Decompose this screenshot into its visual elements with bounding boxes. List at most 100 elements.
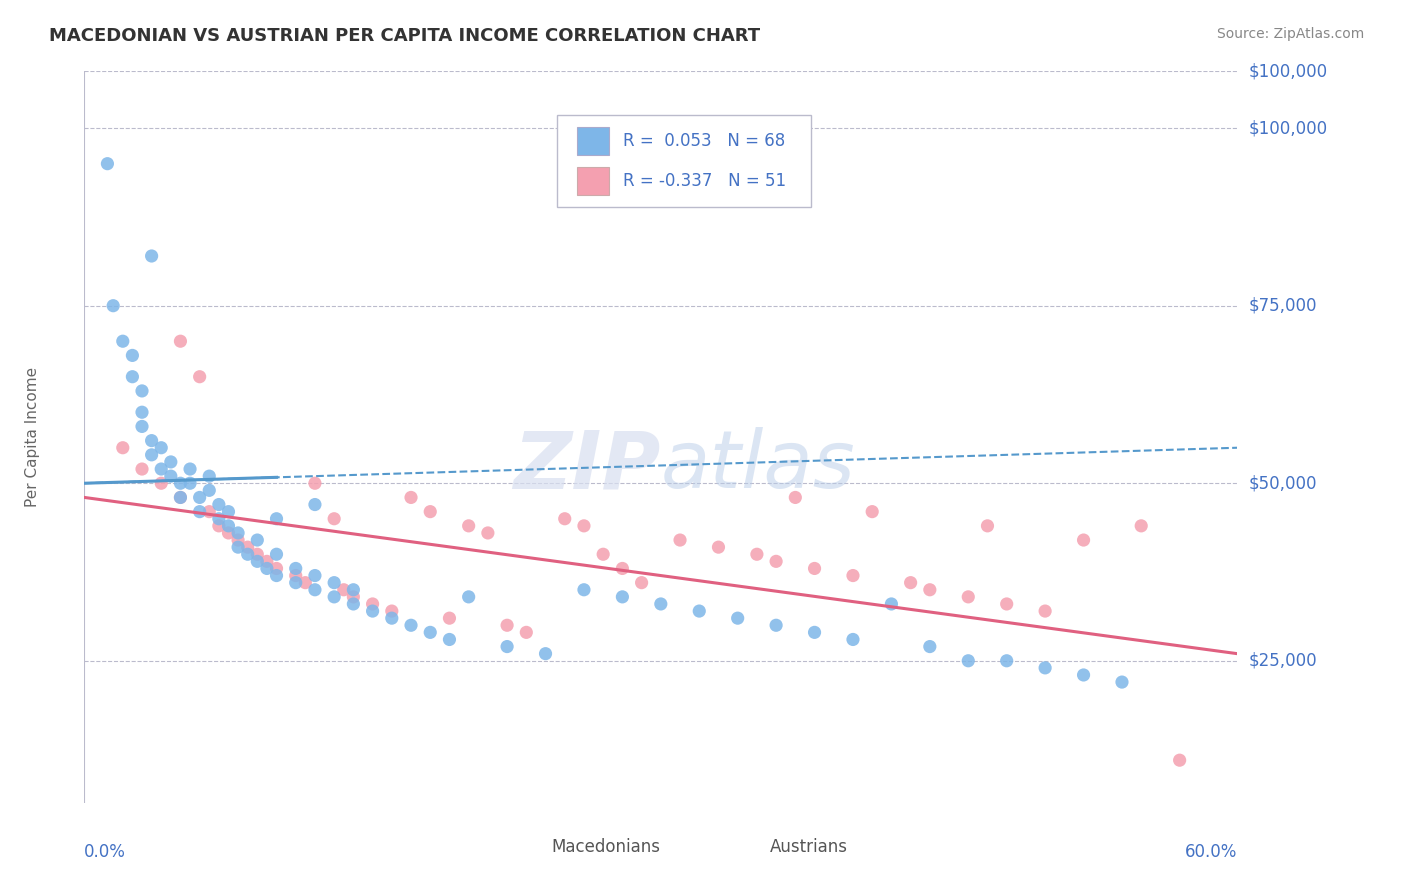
Point [765, 554, 787, 568]
Point [1130, 519, 1153, 533]
Point [361, 597, 384, 611]
Point [572, 582, 595, 597]
Point [381, 611, 404, 625]
Point [477, 525, 499, 540]
Point [294, 575, 316, 590]
Point [419, 505, 441, 519]
Point [131, 419, 153, 434]
Point [131, 462, 153, 476]
Bar [576, 167, 609, 194]
Point [150, 441, 173, 455]
Bar [576, 128, 609, 155]
Text: 0.0%: 0.0% [84, 843, 127, 861]
Point [121, 348, 143, 362]
Point [630, 575, 652, 590]
Point [976, 519, 998, 533]
Point [169, 491, 191, 505]
Point [150, 476, 173, 491]
Point [266, 568, 288, 582]
Point [342, 582, 364, 597]
Point [612, 590, 634, 604]
Point [198, 505, 221, 519]
Point [515, 625, 537, 640]
Point [218, 505, 240, 519]
Point [803, 561, 825, 575]
Text: atlas: atlas [661, 427, 856, 506]
Text: Macedonians: Macedonians [551, 838, 661, 855]
Point [1168, 753, 1191, 767]
Text: Austrians: Austrians [770, 838, 848, 855]
Point [1111, 675, 1133, 690]
Point [439, 611, 461, 625]
Point [304, 498, 326, 512]
Point [218, 525, 240, 540]
Point [323, 512, 346, 526]
Text: ZIP: ZIP [513, 427, 661, 506]
Point [284, 575, 307, 590]
Point [246, 547, 269, 561]
Point [957, 654, 980, 668]
Point [534, 647, 557, 661]
Point [198, 469, 221, 483]
Bar [510, 834, 540, 858]
Bar [730, 834, 759, 858]
Point [304, 568, 326, 582]
Point [236, 547, 259, 561]
Point [419, 625, 441, 640]
Point [208, 519, 231, 533]
Point [226, 533, 249, 547]
Point [399, 491, 422, 505]
Point [612, 561, 634, 575]
Point [141, 434, 163, 448]
Point [256, 561, 278, 575]
Point [572, 519, 595, 533]
Text: $100,000: $100,000 [1249, 120, 1327, 137]
Text: R =  0.053   N = 68: R = 0.053 N = 68 [623, 132, 785, 150]
Point [266, 512, 288, 526]
Point [457, 590, 479, 604]
Point [727, 611, 749, 625]
Point [246, 554, 269, 568]
Point [160, 469, 183, 483]
Point [169, 491, 191, 505]
Point [803, 625, 825, 640]
Text: Per Capita Income: Per Capita Income [25, 367, 39, 508]
Point [995, 654, 1018, 668]
Text: $75,000: $75,000 [1249, 297, 1317, 315]
Point [188, 491, 211, 505]
Point [650, 597, 672, 611]
Point [131, 384, 153, 398]
Point [111, 441, 134, 455]
Point [669, 533, 692, 547]
Point [342, 590, 364, 604]
Point [918, 582, 941, 597]
Point [688, 604, 710, 618]
Point [381, 604, 404, 618]
Point [860, 505, 883, 519]
Point [957, 590, 980, 604]
FancyBboxPatch shape [557, 115, 811, 207]
Point [323, 590, 346, 604]
Text: $25,000: $25,000 [1249, 652, 1317, 670]
Point [266, 547, 288, 561]
Point [111, 334, 134, 349]
Point [150, 462, 173, 476]
Point [1033, 604, 1056, 618]
Point [141, 249, 163, 263]
Point [1033, 661, 1056, 675]
Point [592, 547, 614, 561]
Point [323, 575, 346, 590]
Text: 60.0%: 60.0% [1185, 843, 1237, 861]
Point [208, 498, 231, 512]
Point [169, 334, 191, 349]
Point [745, 547, 768, 561]
Point [198, 483, 221, 498]
Text: MACEDONIAN VS AUSTRIAN PER CAPITA INCOME CORRELATION CHART: MACEDONIAN VS AUSTRIAN PER CAPITA INCOME… [49, 27, 761, 45]
Text: Source: ZipAtlas.com: Source: ZipAtlas.com [1216, 27, 1364, 41]
Point [284, 568, 307, 582]
Point [121, 369, 143, 384]
Point [1073, 668, 1095, 682]
Point [188, 369, 211, 384]
Point [188, 505, 211, 519]
Point [131, 405, 153, 419]
